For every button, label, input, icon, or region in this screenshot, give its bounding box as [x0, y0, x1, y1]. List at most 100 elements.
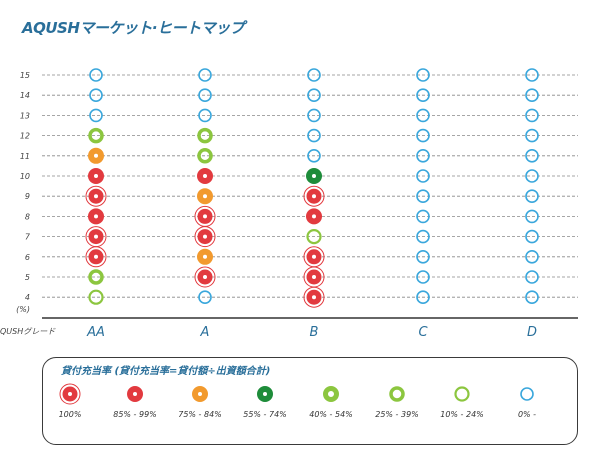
- legend-marker: [454, 386, 470, 402]
- y-tick-label: 7: [25, 233, 31, 242]
- legend-label: 100%: [58, 410, 82, 419]
- data-point: [197, 127, 213, 144]
- data-point: [197, 188, 213, 205]
- data-point: [88, 147, 104, 164]
- y-tick-label: 8: [25, 212, 30, 221]
- data-point: [525, 88, 539, 102]
- data-point: [88, 289, 104, 305]
- chart-title: AQUSHマーケット·ヒートマップ: [22, 19, 245, 37]
- data-point: [525, 68, 539, 82]
- legend-label: 0% -: [517, 410, 537, 419]
- data-point: [416, 189, 430, 203]
- y-tick-label: 12: [20, 132, 30, 141]
- legend-label: 10% - 24%: [440, 410, 484, 419]
- data-point: [88, 127, 104, 144]
- data-point: [88, 168, 104, 184]
- legend-markers: [59, 383, 534, 405]
- data-point: [303, 286, 325, 308]
- legend-box: 貸付充当率 (貸付充当率=貸付額÷出資額合計) 100% 85% - 99% 75%…: [42, 357, 578, 445]
- data-point: [307, 88, 321, 102]
- data-point: [194, 205, 216, 227]
- data-point: [307, 149, 321, 163]
- data-point: [198, 108, 212, 123]
- data-point: [306, 208, 322, 225]
- data-point: [85, 246, 107, 268]
- legend-marker: [257, 386, 273, 402]
- data-point: [416, 290, 430, 305]
- data-point: [525, 108, 539, 123]
- legend-marker: [127, 386, 143, 402]
- data-point: [416, 270, 430, 284]
- x-axis-label: QUSHグレード: [0, 327, 56, 336]
- legend-marker: [520, 387, 534, 401]
- legend-marker: [389, 386, 405, 402]
- data-point: [525, 270, 539, 284]
- data-point: [416, 169, 430, 183]
- legend-marker: [192, 386, 208, 402]
- x-tick-label: C: [418, 325, 428, 340]
- data-point: [416, 128, 430, 143]
- data-point: [416, 68, 430, 82]
- data-point: [197, 248, 213, 265]
- y-tick-label: 15: [20, 71, 30, 80]
- data-point: [416, 209, 430, 224]
- legend-marker: [59, 383, 81, 405]
- legend-label: 55% - 74%: [243, 410, 287, 419]
- y-tick-label: 5: [25, 273, 30, 282]
- y-tick-label: 6: [25, 253, 30, 262]
- data-point: [197, 148, 213, 164]
- y-tick-label: 14: [20, 91, 30, 100]
- data-point: [85, 185, 107, 207]
- data-point: [525, 249, 539, 264]
- data-point: [198, 88, 212, 102]
- legend-label: 85% - 99%: [113, 410, 157, 419]
- data-point: [416, 229, 430, 244]
- y-unit-label: (%): [16, 305, 30, 314]
- data-point: [85, 226, 107, 248]
- data-point: [88, 269, 104, 285]
- data-point: [303, 185, 325, 207]
- y-tick-label: 13: [20, 111, 30, 120]
- x-tick-label: D: [527, 325, 537, 340]
- y-tick-label: 10: [20, 172, 30, 181]
- legend-marker: [323, 386, 339, 402]
- data-point: [194, 266, 216, 288]
- data-point: [303, 266, 325, 288]
- data-point: [89, 88, 103, 102]
- y-tick-label: 11: [20, 152, 30, 161]
- legend-label: 40% - 54%: [309, 410, 353, 419]
- data-point: [525, 189, 539, 203]
- data-point: [525, 149, 539, 163]
- data-point: [198, 290, 212, 305]
- x-tick-label: A: [200, 325, 210, 340]
- data-point: [525, 128, 539, 143]
- data-point: [307, 68, 321, 82]
- legend-title: 貸付充当率 (貸付充当率=貸付額÷出資額合計): [61, 366, 271, 377]
- data-point: [307, 108, 321, 123]
- data-point: [525, 229, 539, 244]
- data-point: [525, 290, 539, 305]
- x-tick-label: B: [310, 325, 319, 340]
- legend-label: 25% - 39%: [375, 410, 419, 419]
- data-point: [88, 208, 104, 225]
- data-point: [525, 169, 539, 183]
- y-tick-label: 9: [25, 192, 30, 201]
- data-point: [303, 246, 325, 268]
- data-point: [306, 168, 322, 184]
- data-point: [197, 168, 213, 184]
- data-point: [416, 108, 430, 123]
- y-tick-label: 4: [25, 293, 30, 302]
- x-tick-label: AA: [86, 325, 105, 340]
- data-point: [416, 149, 430, 163]
- data-point: [89, 68, 103, 82]
- data-point: [307, 128, 321, 143]
- data-point: [416, 88, 430, 102]
- data-point: [306, 229, 322, 245]
- data-point: [194, 226, 216, 248]
- data-point: [89, 108, 103, 123]
- data-point: [198, 68, 212, 82]
- data-point: [416, 249, 430, 264]
- legend-label: 75% - 84%: [178, 410, 222, 419]
- data-point: [525, 209, 539, 224]
